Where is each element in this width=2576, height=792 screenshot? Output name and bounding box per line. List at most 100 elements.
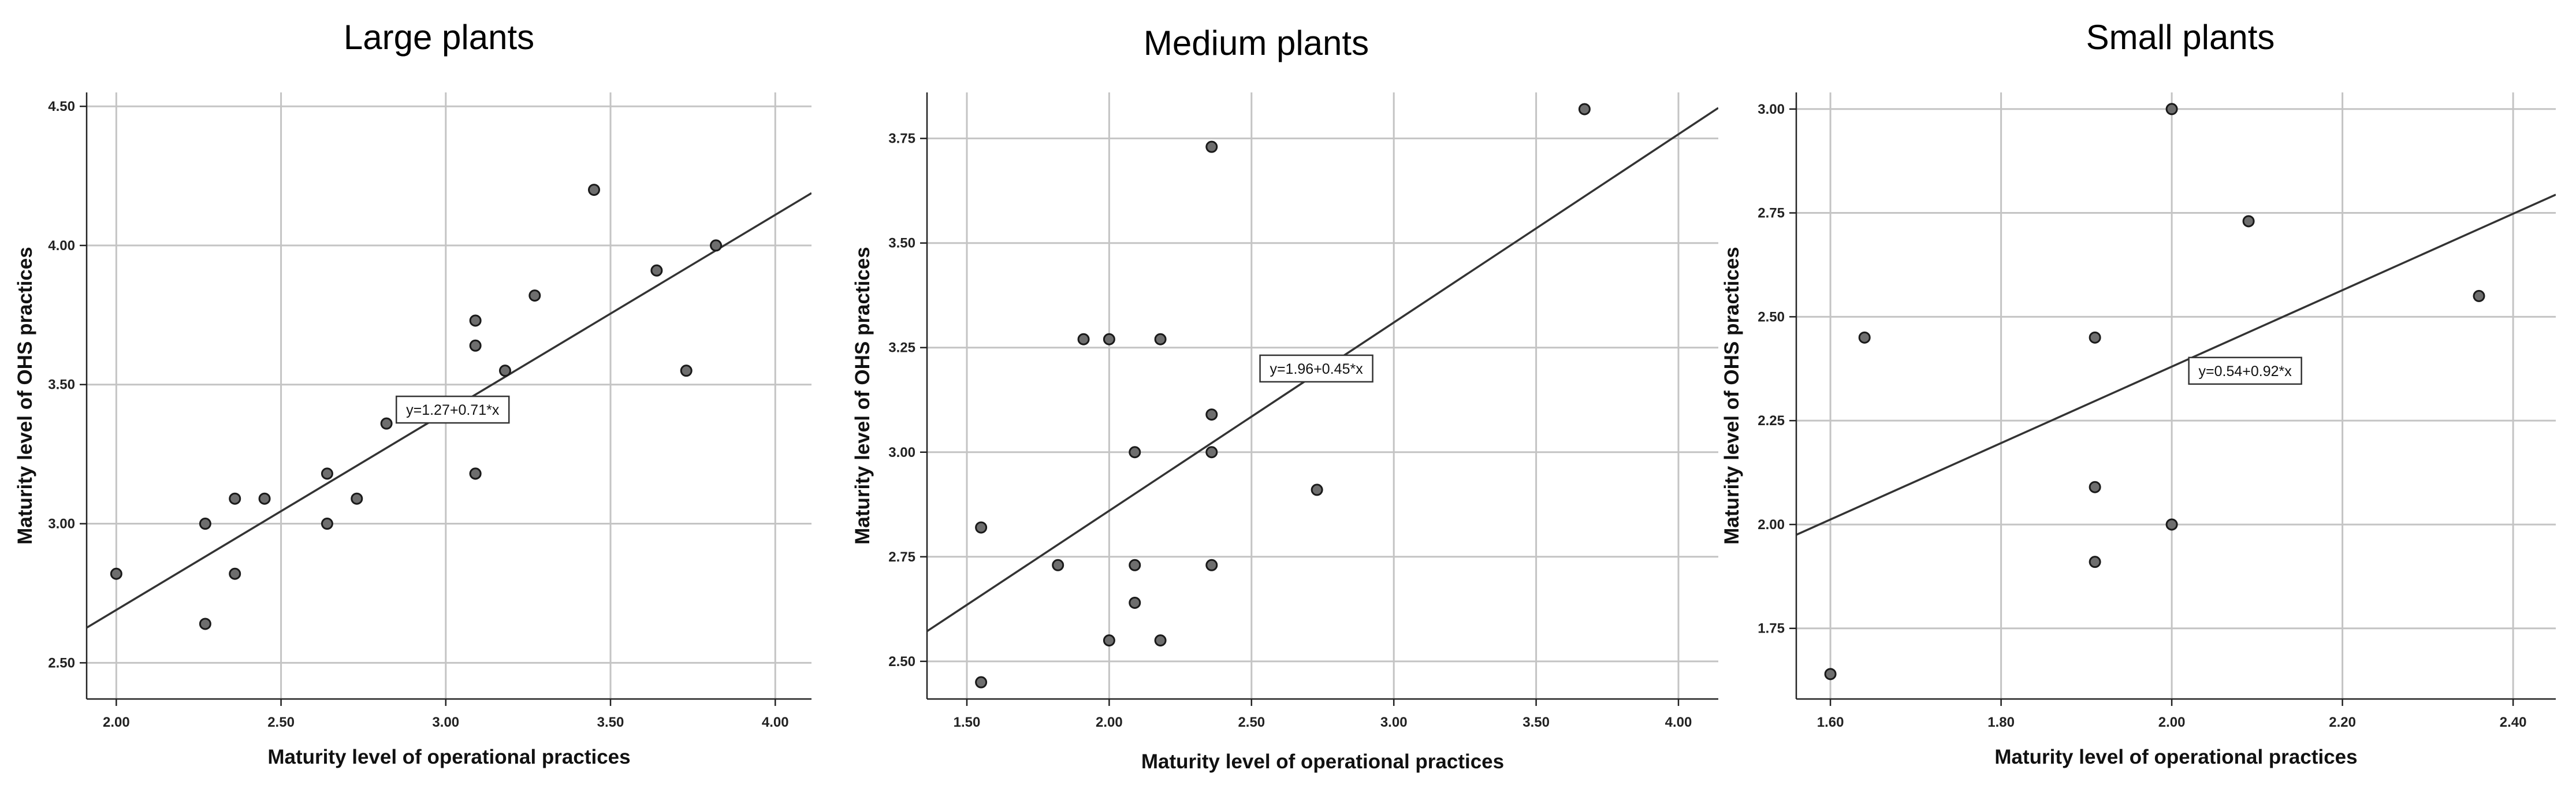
y-tick-label: 2.25: [1758, 413, 1785, 429]
data-point: [469, 339, 482, 352]
y-tick-label: 3.25: [888, 340, 915, 356]
data-point: [1154, 634, 1167, 647]
data-point: [1824, 668, 1837, 681]
y-tick-label: 2.50: [888, 654, 915, 670]
data-point: [680, 365, 693, 377]
data-point: [469, 314, 482, 327]
fit-equation-box: [1259, 354, 1373, 383]
fit-equation-box: [395, 395, 510, 424]
data-point: [2242, 215, 2255, 228]
fit-line: [1796, 194, 2556, 536]
data-point: [588, 184, 600, 196]
x-tick-label: 1.80: [1987, 715, 2015, 730]
data-point: [498, 365, 511, 377]
data-point: [1129, 596, 1141, 609]
data-point: [110, 567, 122, 580]
data-point: [1103, 333, 1115, 345]
y-tick-label: 4.00: [48, 238, 75, 254]
data-point: [1154, 333, 1167, 345]
x-tick-label: 1.60: [1817, 715, 1844, 730]
x-axis-label: Maturity level of operational practices: [1141, 750, 1504, 773]
data-point: [650, 264, 663, 277]
data-point: [199, 618, 211, 630]
chart-1: Medium plants 1.50 2.00 2.50 3.00 3.50 4.00 2.5…: [851, 24, 1718, 773]
plot-area: [927, 92, 1718, 699]
data-point: [1311, 484, 1323, 496]
y-tick-label: 4.50: [48, 99, 75, 114]
y-tick-label: 1.75: [1758, 621, 1785, 637]
x-tick-label: 3.00: [432, 715, 459, 730]
data-point: [1205, 408, 1218, 421]
chart-title: Medium plants: [1144, 24, 1369, 62]
chart-title: Large plants: [344, 18, 534, 57]
y-tick-label: 2.75: [888, 549, 915, 565]
x-tick-label: 2.20: [2329, 715, 2356, 730]
y-tick-label: 2.00: [1758, 517, 1785, 533]
chart-0: Large plants 2.00 2.50 3.00 3.50 4.00 2.50 3.00…: [14, 18, 811, 768]
x-axis-label: Maturity level of operational practices: [267, 746, 630, 768]
data-point: [1205, 446, 1218, 459]
data-point: [2165, 103, 2178, 116]
x-tick-label: 2.40: [2500, 715, 2527, 730]
data-point: [2089, 556, 2101, 568]
data-point: [1129, 446, 1141, 459]
data-point: [528, 289, 541, 302]
x-tick-label: 2.00: [1096, 715, 1123, 730]
fit-equation-label: y=1.96+0.45*x: [1270, 361, 1363, 377]
y-tick-label: 2.50: [1758, 309, 1785, 325]
y-tick-label: 3.50: [48, 377, 75, 393]
x-tick-label: 2.00: [2158, 715, 2186, 730]
x-tick-label: 3.50: [597, 715, 624, 730]
data-point: [351, 492, 363, 505]
x-tick-label: 3.50: [1522, 715, 1550, 730]
data-point: [1052, 559, 1064, 571]
x-tick-label: 2.00: [103, 715, 130, 730]
data-point: [321, 467, 333, 480]
y-tick-label: 3.00: [48, 516, 75, 532]
y-axis-label: Maturity level of OHS practices: [851, 247, 874, 544]
chart-title: Small plants: [2086, 18, 2275, 57]
data-point: [710, 239, 723, 252]
data-point: [2089, 331, 2101, 344]
y-tick-label: 2.50: [48, 655, 75, 671]
fit-equation-label: y=1.27+0.71*x: [406, 402, 500, 418]
data-point: [1103, 634, 1115, 647]
data-point: [380, 417, 393, 430]
data-point: [229, 492, 241, 505]
x-tick-label: 4.00: [1665, 715, 1692, 730]
x-tick-label: 4.00: [762, 715, 789, 730]
y-tick-label: 3.00: [1758, 102, 1785, 117]
data-point: [1578, 103, 1591, 116]
data-point: [2089, 481, 2101, 493]
data-point: [1129, 559, 1141, 571]
y-tick-label: 3.50: [888, 236, 915, 251]
data-point: [2473, 289, 2485, 302]
y-tick-label: 3.75: [888, 131, 915, 147]
y-tick-label: 3.00: [888, 445, 915, 460]
plot-area: [1796, 92, 2556, 699]
chart-2: Small plants 1.60 1.80 2.00 2.20 2.40 1.75 2.00…: [1721, 18, 2556, 768]
data-point: [2165, 518, 2178, 531]
x-axis-label: Maturity level of operational practices: [1994, 746, 2357, 768]
y-axis-label: Maturity level of OHS practices: [14, 247, 36, 544]
data-point: [1205, 140, 1218, 153]
data-point: [469, 467, 482, 480]
data-point: [1077, 333, 1090, 345]
y-tick-label: 2.75: [1758, 206, 1785, 221]
data-point: [321, 518, 333, 530]
fit-equation-box: [2188, 356, 2302, 385]
data-point: [975, 676, 988, 689]
y-axis-label: Maturity level of OHS practices: [1721, 247, 1743, 544]
data-point: [229, 567, 241, 580]
data-point: [199, 518, 211, 530]
data-point: [1205, 559, 1218, 571]
x-tick-label: 2.50: [1238, 715, 1265, 730]
x-tick-label: 3.00: [1380, 715, 1408, 730]
x-tick-label: 2.50: [267, 715, 295, 730]
x-tick-label: 1.50: [954, 715, 981, 730]
data-point: [1858, 331, 1871, 344]
fit-equation-label: y=0.54+0.92*x: [2199, 363, 2292, 380]
data-point: [258, 492, 271, 505]
data-point: [975, 521, 988, 534]
